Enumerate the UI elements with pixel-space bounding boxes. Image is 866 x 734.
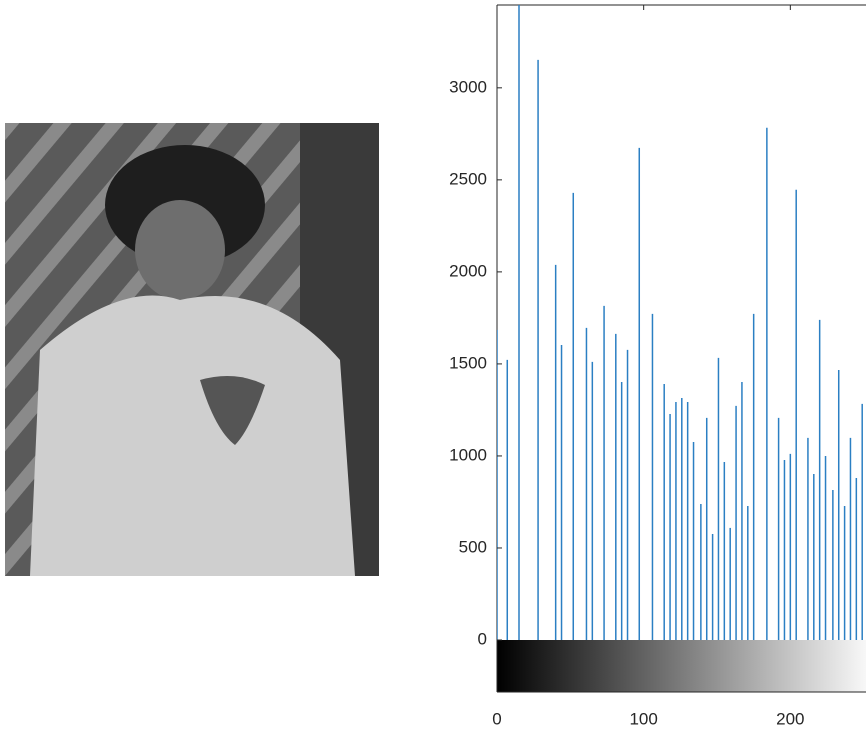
y-tick-label: 3000 [449, 77, 487, 96]
colorbar [497, 640, 866, 692]
y-tick-label: 1000 [449, 445, 487, 464]
x-tick-label: 200 [776, 709, 804, 728]
y-tick-label: 0 [478, 629, 487, 648]
stems [497, 5, 863, 640]
image [5, 123, 379, 576]
y-tick-label: 1500 [449, 353, 487, 372]
x-tick-label: 0 [492, 709, 501, 728]
x-tick-label: 100 [629, 709, 657, 728]
y-tick-label: 500 [459, 537, 487, 556]
y-tick-label: 2500 [449, 169, 487, 188]
y-tick-label: 2000 [449, 261, 487, 280]
